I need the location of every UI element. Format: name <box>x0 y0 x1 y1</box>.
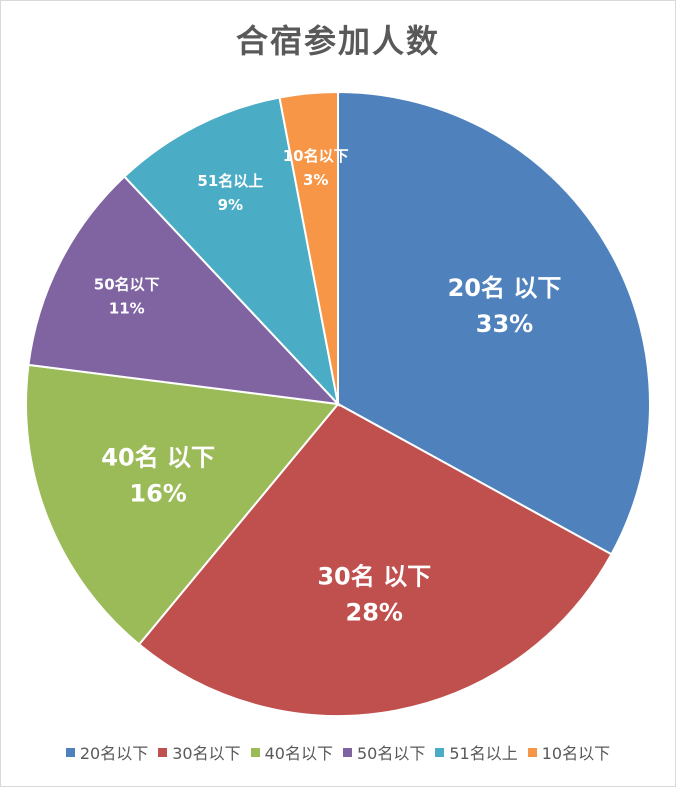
pie-slice-3 <box>25 363 340 646</box>
legend-item: 20名以下 <box>65 740 149 764</box>
legend-item: 50名以下 <box>343 740 425 764</box>
legend-item: 10名以下 <box>527 740 611 764</box>
pie-slice-4 <box>27 175 341 406</box>
slice-value-label: 28% <box>346 598 403 626</box>
legend-swatch <box>343 747 352 757</box>
slice-value-label: 9% <box>218 196 243 214</box>
slice-name-label: 30名 以下 <box>317 562 431 590</box>
legend-item: 40名以下 <box>250 740 333 764</box>
chart-legend: 20名以下 30名以下 40名以下 50名以下 51名以上 10名以下 <box>0 740 676 764</box>
legend-swatch <box>250 747 260 757</box>
legend-label: 30名以下 <box>172 744 241 763</box>
pie-slice-1 <box>337 90 651 556</box>
slice-name-label: 50名以下 <box>94 276 160 294</box>
slice-name-label: 40名 以下 <box>101 444 215 472</box>
legend-swatch <box>435 747 445 757</box>
legend-item: 30名以下 <box>158 740 241 764</box>
slice-value-label: 33% <box>476 310 533 338</box>
legend-label: 10名以下 <box>541 744 611 763</box>
legend-label: 40名以下 <box>264 744 333 763</box>
slice-value-label: 11% <box>109 300 145 318</box>
legend-item: 51名以上 <box>435 740 518 764</box>
pie-slice-2 <box>137 402 613 717</box>
pie-slice-6 <box>278 90 339 405</box>
legend-swatch <box>158 747 168 757</box>
slice-name-label: 20名 以下 <box>448 274 562 302</box>
pie-slice-5 <box>123 96 340 408</box>
legend-label: 51名以上 <box>449 744 518 763</box>
legend-label: 50名以下 <box>357 744 426 763</box>
slice-name-label: 51名以上 <box>197 172 263 190</box>
chart-title: 合宿参加人数 <box>235 22 440 60</box>
legend-label: 20名以下 <box>79 744 149 763</box>
slice-value-label: 16% <box>129 480 186 508</box>
slice-name-label: 10名以下 <box>283 147 349 165</box>
legend-swatch <box>65 747 75 757</box>
slice-value-label: 3% <box>303 171 328 189</box>
legend-swatch <box>527 747 537 757</box>
